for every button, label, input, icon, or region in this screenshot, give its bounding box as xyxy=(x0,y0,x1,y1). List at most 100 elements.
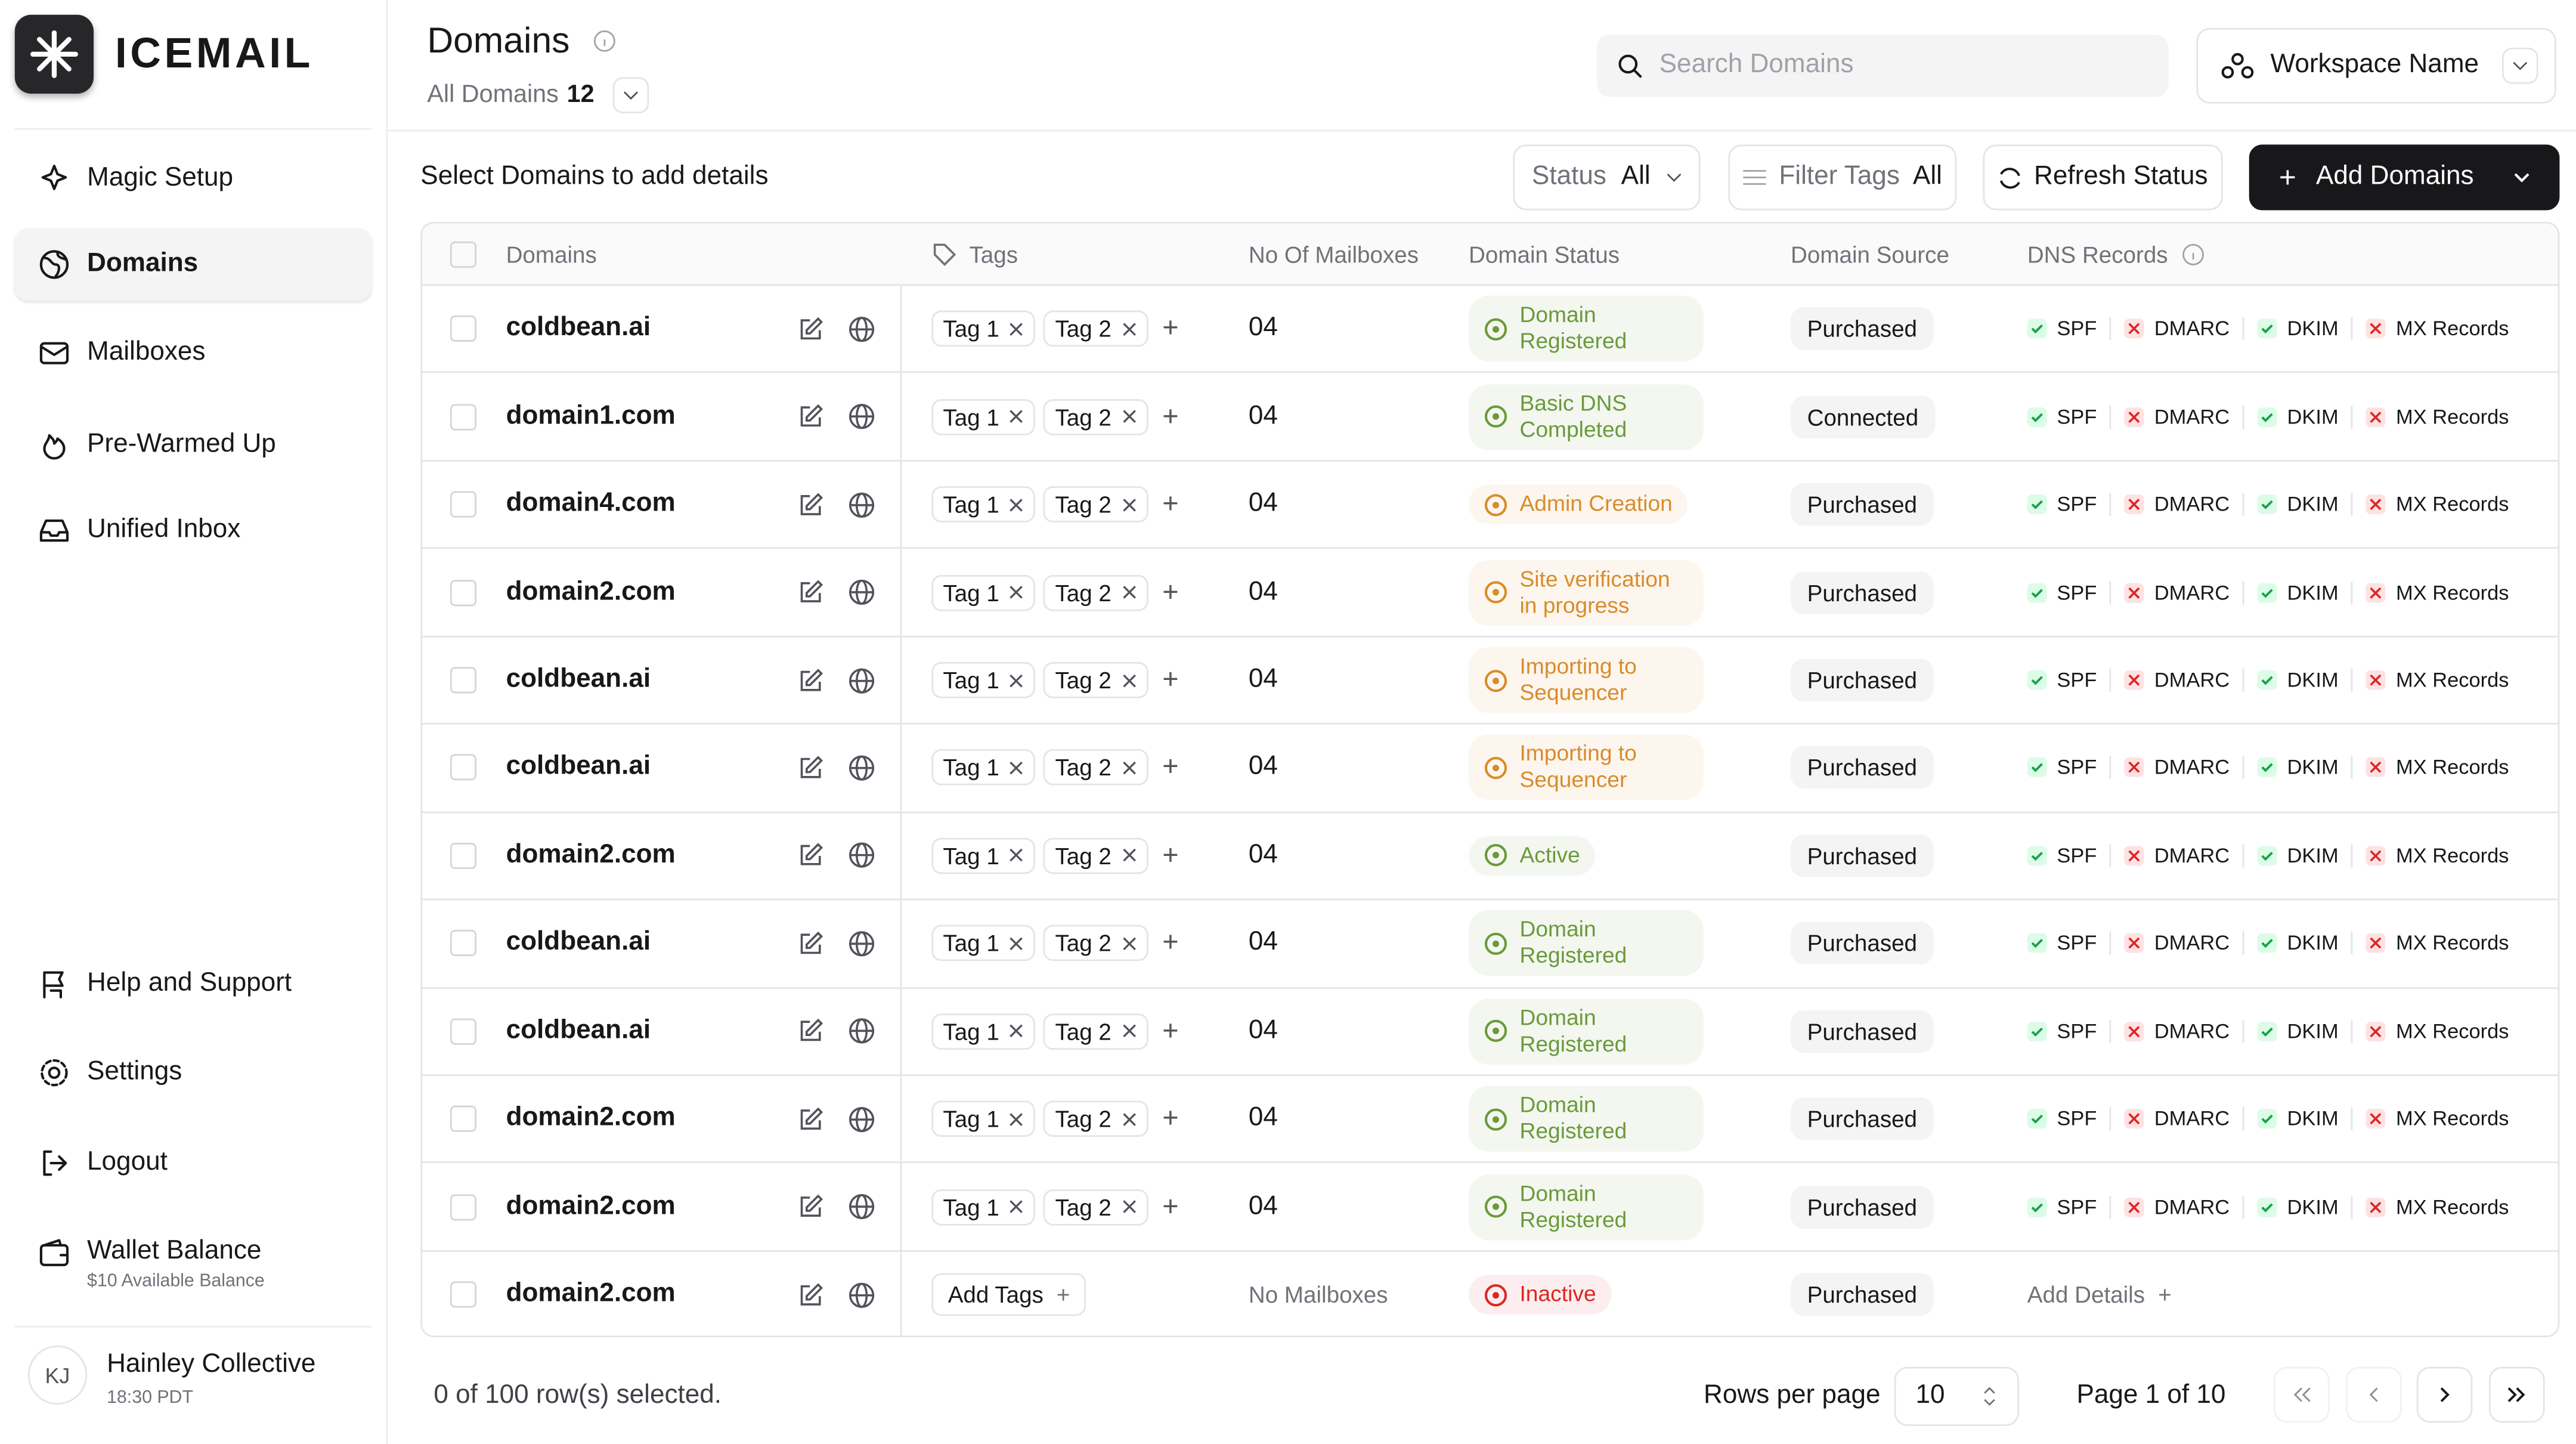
tag[interactable]: Tag 1 xyxy=(931,750,1036,786)
page-size-select[interactable]: 10 xyxy=(1894,1366,2020,1426)
nav-item[interactable]: Settings xyxy=(15,1037,371,1109)
all-dropdown[interactable] xyxy=(612,77,649,114)
dns-name: DKIM xyxy=(2287,1108,2339,1131)
nav-item[interactable]: Logout xyxy=(15,1127,371,1199)
table-row: domain2.com Tag 1 Tag 2 +04 Domain Registere… xyxy=(422,1076,2558,1164)
checkbox[interactable] xyxy=(450,224,476,285)
checkbox[interactable] xyxy=(450,462,476,548)
nav-item[interactable]: Magic Setup xyxy=(15,143,371,215)
tag[interactable]: Tag 2 xyxy=(1044,398,1148,435)
tag[interactable]: Tag 2 xyxy=(1044,486,1148,523)
edit-icon[interactable] xyxy=(797,813,825,899)
add-tag[interactable]: + xyxy=(1162,752,1179,783)
add-tags-button[interactable]: Add Tags + xyxy=(931,1273,1086,1316)
checkbox[interactable] xyxy=(450,549,476,635)
add-tag[interactable]: + xyxy=(1162,839,1179,871)
nav-item[interactable]: Pre-Warmed Up xyxy=(15,409,371,481)
edit-icon[interactable] xyxy=(797,1252,825,1336)
tag[interactable]: Tag 1 xyxy=(931,1189,1036,1225)
tag[interactable]: Tag 2 xyxy=(1044,1101,1148,1137)
globe-icon[interactable] xyxy=(848,901,876,987)
filter-label: Filter Tags xyxy=(1779,162,1900,191)
globe-icon[interactable] xyxy=(848,1252,876,1336)
add-tag[interactable]: + xyxy=(1162,576,1179,607)
globe-icon[interactable] xyxy=(848,549,876,635)
tag[interactable]: Tag 2 xyxy=(1044,925,1148,962)
edit-icon[interactable] xyxy=(797,1076,825,1162)
add-tag[interactable]: + xyxy=(1162,1015,1179,1046)
globe-icon[interactable] xyxy=(848,988,876,1074)
prev-page[interactable] xyxy=(2346,1366,2402,1423)
add-details[interactable]: Add Details + xyxy=(2027,1281,2172,1308)
edit-icon[interactable] xyxy=(797,637,825,723)
tag[interactable]: Tag 1 xyxy=(931,925,1036,962)
tag[interactable]: Tag 2 xyxy=(1044,662,1148,698)
add-tag[interactable]: + xyxy=(1162,312,1179,344)
add-tag[interactable]: + xyxy=(1162,1102,1179,1134)
checkbox[interactable] xyxy=(450,1252,476,1336)
globe-icon[interactable] xyxy=(848,462,876,548)
globe-icon[interactable] xyxy=(848,373,876,459)
checkbox[interactable] xyxy=(450,286,476,372)
wallet[interactable]: Wallet Balance $10 Available Balance xyxy=(38,1237,265,1291)
nav-item[interactable]: Mailboxes xyxy=(15,317,371,389)
status-filter[interactable]: Status All xyxy=(1513,144,1701,211)
tag[interactable]: Tag 2 xyxy=(1044,1189,1148,1225)
workspace-dropdown[interactable] xyxy=(2501,47,2538,84)
globe-icon[interactable] xyxy=(848,1076,876,1162)
edit-icon[interactable] xyxy=(797,1164,825,1250)
tag[interactable]: Tag 2 xyxy=(1044,311,1148,347)
tag[interactable]: Tag 1 xyxy=(931,1013,1036,1050)
next-page[interactable] xyxy=(2416,1366,2473,1423)
checkbox[interactable] xyxy=(450,1164,476,1250)
tag[interactable]: Tag 2 xyxy=(1044,750,1148,786)
tag[interactable]: Tag 2 xyxy=(1044,574,1148,611)
add-tag[interactable]: + xyxy=(1162,488,1179,520)
user-name[interactable]: Hainley Collective xyxy=(107,1350,316,1378)
first-page[interactable] xyxy=(2274,1366,2330,1423)
edit-icon[interactable] xyxy=(797,901,825,987)
tag[interactable]: Tag 1 xyxy=(931,311,1036,347)
nav-item[interactable]: Unified Inbox xyxy=(15,494,371,567)
refresh-button[interactable]: Refresh Status xyxy=(1983,144,2223,211)
checkbox[interactable] xyxy=(450,901,476,987)
tag[interactable]: Tag 1 xyxy=(931,398,1036,435)
edit-icon[interactable] xyxy=(797,549,825,635)
add-tag[interactable]: + xyxy=(1162,663,1179,695)
checkbox[interactable] xyxy=(450,637,476,723)
tag[interactable]: Tag 2 xyxy=(1044,1013,1148,1050)
checkbox[interactable] xyxy=(450,813,476,899)
edit-icon[interactable] xyxy=(797,725,825,811)
add-tag[interactable]: + xyxy=(1162,1191,1179,1222)
tag[interactable]: Tag 1 xyxy=(931,1101,1036,1137)
checkbox[interactable] xyxy=(450,988,476,1074)
nav-item[interactable]: Help and Support xyxy=(15,948,371,1020)
globe-icon[interactable] xyxy=(848,813,876,899)
globe-icon[interactable] xyxy=(848,725,876,811)
add-domains-button[interactable]: + Add Domains xyxy=(2249,144,2560,211)
edit-icon[interactable] xyxy=(797,373,825,459)
checkbox[interactable] xyxy=(450,373,476,459)
edit-icon[interactable] xyxy=(797,988,825,1074)
add-tag[interactable]: + xyxy=(1162,400,1179,432)
tag[interactable]: Tag 1 xyxy=(931,662,1036,698)
nav-item[interactable]: Domains xyxy=(14,228,371,301)
tag[interactable]: Tag 2 xyxy=(1044,837,1148,874)
globe-icon[interactable] xyxy=(848,637,876,723)
checkbox[interactable] xyxy=(450,1076,476,1162)
tag[interactable]: Tag 1 xyxy=(931,486,1036,523)
globe-icon[interactable] xyxy=(848,286,876,372)
search[interactable]: Search Domains xyxy=(1596,34,2169,97)
last-page[interactable] xyxy=(2488,1366,2545,1423)
checkbox[interactable] xyxy=(450,725,476,811)
add-tag[interactable]: + xyxy=(1162,927,1179,958)
info-icon[interactable] xyxy=(593,30,617,53)
globe-icon[interactable] xyxy=(848,1164,876,1250)
workspace-select[interactable]: Workspace Name xyxy=(2196,27,2556,104)
tag[interactable]: Tag 1 xyxy=(931,574,1036,611)
tags-filter[interactable]: Filter Tags All xyxy=(1728,144,1957,211)
edit-icon[interactable] xyxy=(797,462,825,548)
edit-icon[interactable] xyxy=(797,286,825,372)
tag[interactable]: Tag 1 xyxy=(931,837,1036,874)
